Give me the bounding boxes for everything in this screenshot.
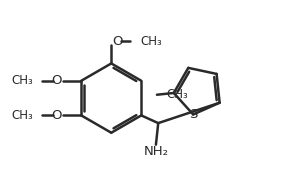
Text: O: O — [51, 109, 62, 122]
Text: O: O — [51, 74, 62, 87]
Text: NH₂: NH₂ — [144, 145, 168, 158]
Text: CH₃: CH₃ — [166, 88, 188, 101]
Text: O: O — [112, 35, 123, 48]
Text: CH₃: CH₃ — [11, 109, 33, 122]
Text: CH₃: CH₃ — [11, 74, 33, 87]
Text: S: S — [189, 108, 197, 121]
Text: CH₃: CH₃ — [141, 35, 162, 48]
